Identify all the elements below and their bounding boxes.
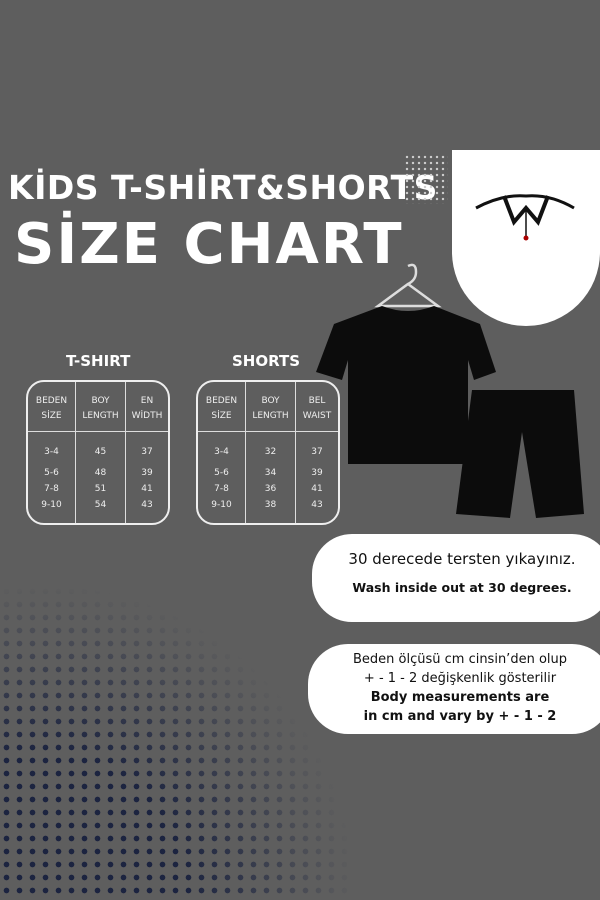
shorts-size-table: BEDEN SİZE 3-4 5-6 7-8 9-10 BOY LENGTH 32 34 36 38… [196,380,340,525]
table-values: 45 48 51 54 [76,432,125,513]
table-values: 3-4 5-6 7-8 9-10 [28,432,75,513]
table-cell: EN [140,396,154,406]
title-line2: SİZE CHART [14,212,404,277]
collar-icon [475,194,575,241]
table-cell: WİDTH [131,411,163,421]
table-cell: 9-10 [211,500,232,510]
table-header: BEL WAIST [296,382,338,432]
table-cell: BOY [91,396,110,406]
table-cell: BOY [261,396,280,406]
title-line1: KİDS T-SHİRT&SHORTS [8,168,438,207]
table-cell: 37 [141,447,153,457]
table-values: 3-4 5-6 7-8 9-10 [198,432,245,513]
tshirt-size-table: BEDEN SİZE 3-4 5-6 7-8 9-10 BOY LENGTH 45 48 51 54… [26,380,170,525]
table-column: EN WİDTH 37 39 41 43 [126,382,168,523]
table-cell: 38 [264,500,277,510]
hanger-icon [374,263,442,308]
table-column: BOY LENGTH 32 34 36 38 [246,382,296,523]
wash-instructions: 30 derecede tersten yıkayınız. Wash insi… [312,534,600,622]
table-cell: LENGTH [252,411,289,421]
decor-dots [404,154,448,204]
table-cell: BEL [308,396,326,406]
table-column: BEL WAIST 37 39 41 43 [296,382,338,523]
table-cell: 39 [141,468,153,478]
measurement-note: Beden ölçüsü cm cinsin’den olup + - 1 - … [308,644,600,734]
table-cell: 34 [264,468,277,478]
table-cell: SİZE [211,411,232,421]
table-cell: 3-4 [214,447,229,457]
collar-badge [452,150,600,326]
table-cell: 30 derecede tersten yıkayınız. [348,550,576,568]
table-cell: 9-10 [41,500,62,510]
table-cell: 51 [94,484,107,494]
table-column: BEDEN SİZE 3-4 5-6 7-8 9-10 [198,382,246,523]
table-cell: 7-8 [214,484,229,494]
table-cell: Wash inside out at 30 degrees. [352,580,572,595]
table-cell: LENGTH [82,411,119,421]
tshirt-heading: T-SHIRT [66,352,131,370]
table-cell: 45 [94,447,107,457]
table-cell: 3-4 [44,447,59,457]
table-header: BEDEN SİZE [198,382,245,432]
table-cell: WAIST [302,411,332,421]
table-cell: BEDEN [35,396,68,406]
table-cell: Beden ölçüsü cm cinsin’den olup [352,652,567,667]
table-cell: 54 [94,500,107,510]
table-cell: 41 [311,484,323,494]
table-cell: 43 [141,500,153,510]
table-cell: SİZE [41,411,62,421]
table-cell: 5-6 [214,468,229,478]
shorts-shape [456,390,584,518]
table-header: BEDEN SİZE [28,382,75,432]
table-header: BOY LENGTH [246,382,295,432]
table-cell: 48 [94,468,107,478]
shorts-heading: SHORTS [232,352,301,370]
table-cell: BEDEN [205,396,238,406]
table-cell: 36 [264,484,277,494]
table-cell: Body measurements are [370,690,550,705]
table-header: BOY LENGTH [76,382,125,432]
table-cell: 39 [311,468,323,478]
table-column: BOY LENGTH 45 48 51 54 [76,382,126,523]
table-cell: 37 [311,447,323,457]
table-values: 32 34 36 38 [246,432,295,513]
table-cell: 7-8 [44,484,59,494]
table-values: 37 39 41 43 [296,432,338,513]
table-column: BEDEN SİZE 3-4 5-6 7-8 9-10 [28,382,76,523]
table-cell: in cm and vary by + - 1 - 2 [363,709,557,724]
table-values: 37 39 41 43 [126,432,168,513]
table-header: EN WİDTH [126,382,168,432]
table-cell: 41 [141,484,153,494]
clothing-image [316,263,584,518]
table-cell: 43 [311,500,323,510]
table-cell: 32 [264,447,277,457]
table-cell: + - 1 - 2 değişkenlik gösterilir [363,671,557,686]
table-cell: 5-6 [44,468,59,478]
tshirt-shape [316,306,496,464]
